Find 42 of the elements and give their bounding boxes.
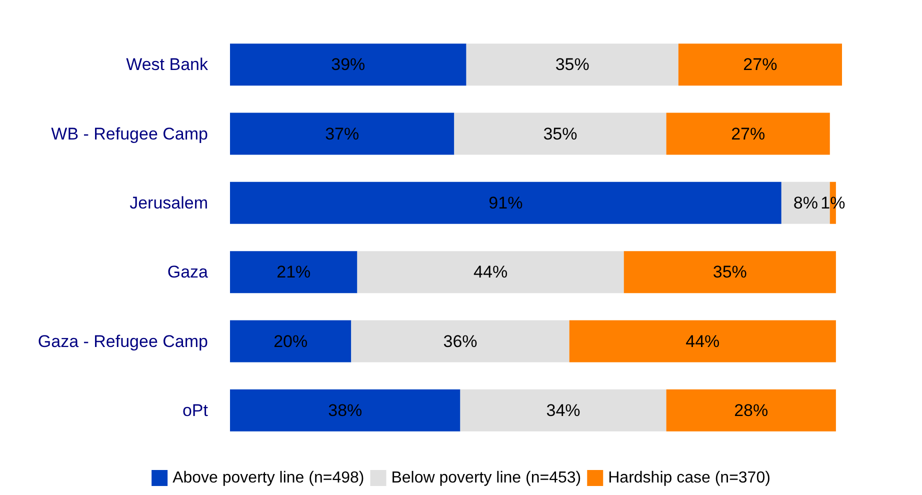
y-tick-label: West Bank: [126, 55, 208, 74]
data-label: 36%: [443, 332, 478, 351]
data-label: 38%: [328, 400, 362, 420]
data-label: 35%: [555, 55, 590, 74]
data-label: 8%: [793, 193, 818, 212]
legend-label: Above poverty line (n=498): [172, 470, 364, 486]
bar: [666, 389, 836, 432]
bar: [357, 251, 624, 294]
bar: [230, 251, 358, 294]
data-label: 44%: [686, 332, 720, 351]
bar: [230, 320, 352, 362]
data-label: 91%: [488, 193, 523, 212]
bar: [466, 44, 678, 86]
y-tick-label: Gaza: [167, 262, 209, 282]
legend-label: Hardship case (n=370): [608, 470, 770, 486]
bar: [230, 44, 466, 86]
data-label: 34%: [546, 400, 580, 420]
y-tick-label: Gaza - Refugee Camp: [38, 332, 208, 351]
bar: [460, 389, 666, 432]
bar: [569, 320, 836, 362]
data-label: 27%: [731, 124, 766, 144]
legend-label: Below poverty line (n=453): [391, 470, 582, 486]
bar: [666, 112, 830, 155]
data-label: 39%: [331, 55, 366, 74]
bar: [351, 320, 570, 362]
data-label: 37%: [325, 124, 360, 144]
bar: [678, 44, 842, 86]
bar: [230, 112, 454, 155]
data-label: 28%: [734, 400, 768, 420]
data-label: 35%: [543, 124, 578, 144]
bar: [454, 112, 666, 155]
data-label: 44%: [474, 262, 508, 282]
data-label: 27%: [743, 55, 778, 74]
bar: [230, 389, 460, 432]
y-tick-label: WB - Refugee Camp: [51, 124, 208, 144]
data-label: 20%: [274, 332, 308, 351]
data-label: 21%: [276, 262, 311, 282]
y-tick-label: oPt: [182, 400, 208, 420]
bar: [230, 182, 782, 224]
bar: [624, 251, 836, 294]
y-tick-label: Jerusalem: [130, 193, 208, 212]
data-label: 35%: [712, 262, 747, 282]
